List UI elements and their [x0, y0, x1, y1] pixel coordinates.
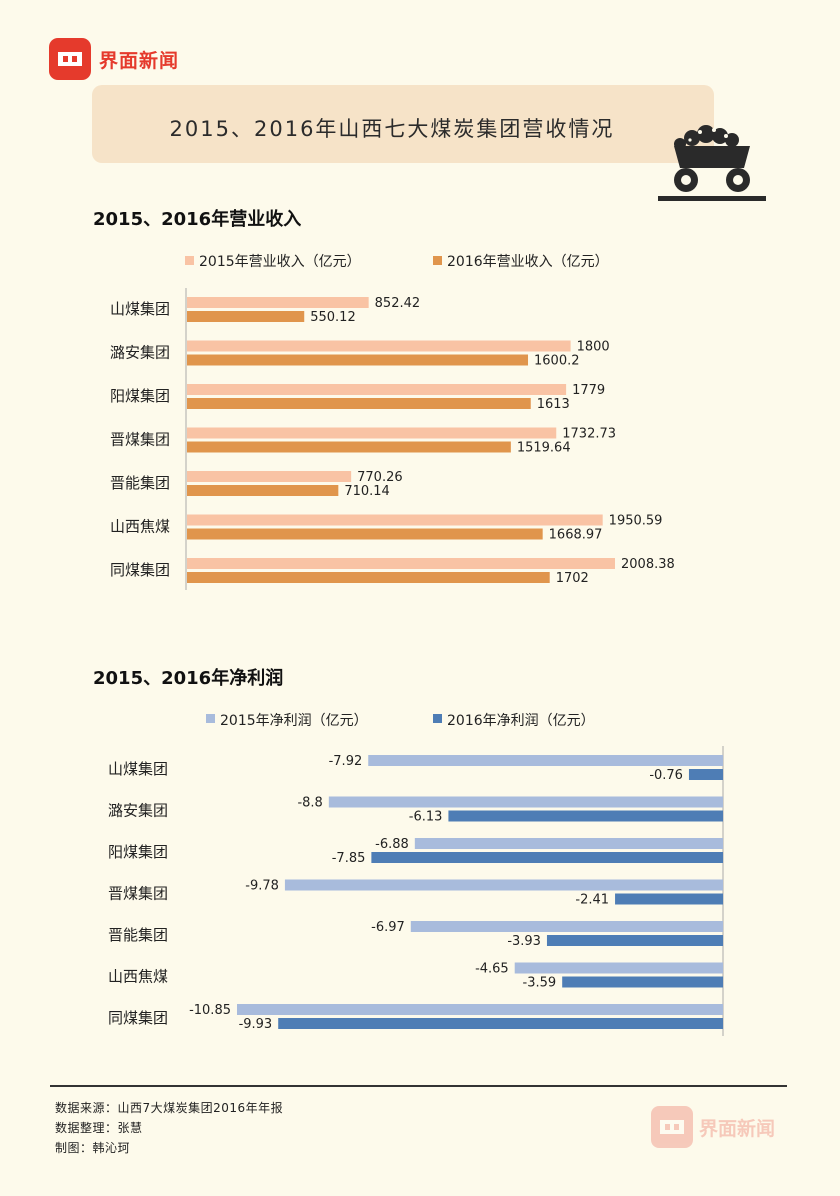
data-label: -7.92	[329, 754, 363, 769]
watermark-icon	[651, 1106, 693, 1148]
page-title: 2015、2016年山西七大煤炭集团营收情况	[169, 117, 615, 141]
profit-section-title: 2015、2016年净利润	[93, 668, 284, 689]
bar	[328, 796, 723, 808]
bar	[368, 755, 723, 766]
footer-source: 数据来源：山西7大煤炭集团2016年年报	[55, 1101, 284, 1115]
category-label: 晋能集团	[110, 474, 170, 492]
category-label: 潞安集团	[108, 802, 168, 820]
data-label: -8.8	[297, 796, 322, 811]
bar	[187, 441, 511, 453]
data-label: -9.93	[239, 1017, 273, 1032]
legend-swatch	[433, 714, 442, 723]
bar	[187, 558, 615, 569]
data-label: -6.88	[375, 837, 409, 852]
data-label: -9.78	[245, 879, 279, 894]
bar	[237, 1004, 723, 1015]
legend-swatch	[433, 256, 442, 265]
data-label: -0.76	[649, 768, 683, 783]
legend-label: 2016年净利润（亿元）	[447, 713, 595, 729]
data-label: 550.12	[310, 310, 356, 325]
bar	[615, 893, 723, 905]
data-label: -2.41	[575, 893, 609, 908]
brand-name: 界面新闻	[99, 49, 180, 72]
bar	[562, 976, 723, 988]
bar	[187, 311, 305, 322]
category-label: 同煤集团	[108, 1009, 168, 1027]
data-label: -10.85	[189, 1003, 231, 1018]
data-label: -7.85	[332, 851, 366, 866]
bar	[187, 528, 543, 540]
data-label: -3.59	[523, 976, 557, 991]
category-label: 山西焦煤	[110, 518, 170, 536]
watermark-text: 界面新闻	[699, 1117, 776, 1140]
revenue-section-title: 2015、2016年营业收入	[93, 209, 302, 230]
data-label: 2008.38	[621, 557, 675, 572]
coal-cart-icon	[658, 125, 766, 201]
bar	[688, 769, 723, 780]
data-label: 710.14	[344, 484, 390, 499]
category-label: 晋能集团	[108, 926, 168, 944]
data-label: 770.26	[357, 470, 403, 485]
bar	[187, 354, 529, 366]
data-label: -6.13	[409, 810, 443, 825]
data-label: 1519.64	[517, 441, 571, 456]
footer-designer: 制图：韩沁珂	[55, 1141, 131, 1155]
category-label: 晋煤集团	[108, 885, 168, 903]
bar	[187, 572, 550, 583]
bar	[410, 921, 723, 932]
category-label: 阳煤集团	[108, 843, 168, 861]
data-label: -4.65	[475, 962, 509, 977]
category-label: 山西焦煤	[108, 968, 168, 986]
category-label: 同煤集团	[110, 561, 170, 579]
bar	[187, 398, 531, 409]
bar	[187, 297, 369, 308]
bar	[187, 340, 571, 352]
bar	[187, 514, 603, 526]
data-label: 852.42	[375, 296, 421, 311]
bar	[187, 485, 339, 496]
bar	[278, 1018, 723, 1029]
bar	[448, 810, 723, 822]
footer-compiler: 数据整理：张慧	[55, 1121, 143, 1135]
footer-divider	[50, 1085, 787, 1087]
legend-swatch	[185, 256, 194, 265]
bar	[187, 471, 352, 482]
bar	[187, 384, 567, 395]
title-panel: 2015、2016年山西七大煤炭集团营收情况	[92, 85, 714, 163]
data-label: -6.97	[371, 920, 405, 935]
bar	[414, 838, 723, 849]
data-label: 1732.73	[562, 427, 616, 442]
profit-chart: 2015年净利润（亿元） 2016年净利润（亿元） 山煤集团 -7.92 -0.76 潞安…	[108, 713, 724, 1036]
revenue-chart: 2015年营业收入（亿元） 2016年营业收入（亿元） 山煤集团 852.42 550.…	[110, 254, 675, 590]
legend-label: 2015年净利润（亿元）	[220, 713, 368, 729]
watermark-logo: 界面新闻	[651, 1106, 775, 1148]
data-label: 1600.2	[534, 354, 580, 369]
bar	[371, 852, 723, 863]
data-label: 1702	[556, 571, 589, 586]
legend-swatch	[206, 714, 215, 723]
data-label: 1779	[572, 383, 605, 398]
brand-logo-icon	[49, 38, 91, 80]
bar	[514, 962, 723, 974]
bar	[284, 879, 723, 891]
legend-label: 2016年营业收入（亿元）	[447, 254, 609, 270]
category-label: 山煤集团	[110, 300, 170, 318]
bar	[546, 935, 723, 946]
category-label: 阳煤集团	[110, 387, 170, 405]
category-label: 晋煤集团	[110, 431, 170, 449]
data-label: 1613	[537, 397, 570, 412]
bar	[187, 427, 557, 439]
brand-logo: 界面新闻	[49, 38, 179, 80]
data-label: 1668.97	[549, 528, 603, 543]
data-label: 1950.59	[609, 514, 663, 529]
data-label: 1800	[577, 340, 610, 355]
category-label: 山煤集团	[108, 760, 168, 778]
data-label: -3.93	[507, 934, 541, 949]
category-label: 潞安集团	[110, 344, 170, 362]
legend-label: 2015年营业收入（亿元）	[199, 254, 361, 270]
